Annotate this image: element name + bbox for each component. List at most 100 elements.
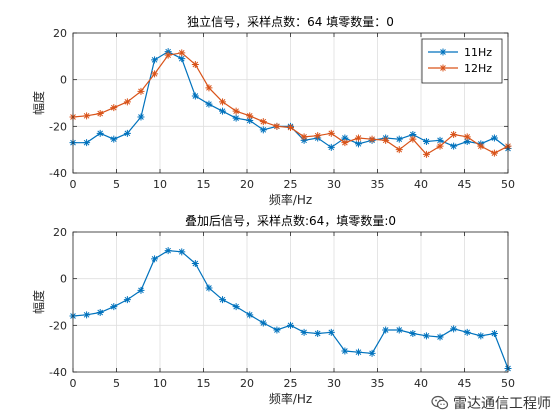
data-point <box>219 296 227 304</box>
data-point <box>191 92 199 100</box>
x-tick-label: 15 <box>197 178 211 191</box>
data-point <box>83 112 91 120</box>
data-point <box>164 247 172 255</box>
data-point <box>450 131 458 138</box>
x-tick-label: 10 <box>153 178 167 191</box>
watermark-text: 雷达通信工程师 <box>453 396 551 412</box>
x-tick-label: 25 <box>284 178 298 191</box>
data-point <box>463 328 471 336</box>
x-axis-label: 频率/Hz <box>269 192 312 207</box>
data-point <box>354 348 362 356</box>
y-tick-label: 20 <box>53 226 67 239</box>
data-point <box>83 139 91 147</box>
data-point <box>382 326 390 334</box>
data-point <box>436 142 444 150</box>
data-point <box>259 126 267 134</box>
data-point <box>409 135 417 143</box>
data-point <box>151 70 159 78</box>
data-point <box>395 326 403 334</box>
x-tick-label: 30 <box>327 178 341 191</box>
data-point <box>232 114 240 122</box>
data-point <box>96 129 104 137</box>
data-point <box>164 51 172 59</box>
chart-title: 独立信号，采样点数：64 填零数量：0 <box>187 14 394 29</box>
data-point <box>205 100 213 108</box>
legend-marker <box>439 48 447 56</box>
y-tick-label: -20 <box>49 120 67 133</box>
x-tick-label: 45 <box>458 178 472 191</box>
watermark: 雷达通信工程师 <box>428 392 554 414</box>
data-point <box>273 326 281 334</box>
data-point <box>219 107 227 115</box>
data-point <box>191 260 199 267</box>
data-point <box>409 330 417 337</box>
data-point <box>395 135 403 143</box>
data-point <box>178 248 186 256</box>
x-tick-label: 35 <box>371 178 385 191</box>
y-tick-label: 0 <box>60 74 67 87</box>
data-point <box>327 143 335 151</box>
data-point <box>110 303 118 311</box>
data-point <box>490 134 498 142</box>
legend: 11Hz 12Hz <box>421 38 503 84</box>
data-point <box>246 112 254 120</box>
data-point <box>409 131 417 138</box>
x-tick-label: 20 <box>240 377 254 390</box>
data-point <box>422 138 430 145</box>
data-point <box>205 284 213 292</box>
data-point <box>123 296 131 304</box>
x-tick-label: 5 <box>113 377 120 390</box>
data-point <box>273 122 281 130</box>
legend-marker <box>439 64 447 72</box>
wechat-icon <box>431 395 449 410</box>
data-point <box>232 303 240 311</box>
plot-frame <box>72 231 509 373</box>
plot-frame <box>72 32 509 174</box>
data-point <box>232 107 240 115</box>
x-tick-label: 40 <box>414 178 428 191</box>
data-point <box>300 328 308 336</box>
data-point <box>314 330 322 337</box>
data-point <box>354 134 362 142</box>
chart-title: 叠加后信号，采样点数:64，填零数量:0 <box>185 213 396 228</box>
data-point <box>137 87 145 95</box>
data-point <box>436 136 444 144</box>
x-tick-label: 30 <box>327 377 341 390</box>
y-tick-label: 20 <box>53 27 67 40</box>
x-tick-label: 0 <box>70 178 77 191</box>
data-point <box>341 139 349 147</box>
data-point <box>259 118 267 126</box>
data-point <box>110 104 118 112</box>
data-point <box>178 49 186 57</box>
y-tick-label: -40 <box>49 366 67 379</box>
data-point <box>123 129 131 137</box>
data-point <box>463 138 471 145</box>
y-tick-label: -40 <box>49 167 67 180</box>
data-point <box>137 286 145 294</box>
data-point <box>436 333 444 341</box>
data-point <box>463 133 471 141</box>
data-point <box>368 349 376 357</box>
y-tick-label: -20 <box>49 319 67 332</box>
data-point <box>96 309 104 316</box>
x-tick-label: 45 <box>458 377 472 390</box>
data-point <box>287 124 294 131</box>
x-axis-label: 频率/Hz <box>269 391 312 406</box>
data-point <box>450 325 458 333</box>
data-point <box>490 149 498 157</box>
legend-box <box>421 38 503 84</box>
data-point <box>382 136 390 144</box>
data-point <box>151 255 159 263</box>
data-point <box>96 110 104 117</box>
data-point <box>327 328 335 336</box>
data-point <box>137 113 145 121</box>
data-point <box>450 142 458 150</box>
x-tick-label: 0 <box>70 377 77 390</box>
x-tick-label: 25 <box>284 377 298 390</box>
x-tick-label: 50 <box>501 377 515 390</box>
data-point <box>422 150 430 158</box>
data-point <box>191 61 199 68</box>
data-point <box>110 135 118 143</box>
data-point <box>259 319 267 327</box>
data-point <box>205 84 213 92</box>
